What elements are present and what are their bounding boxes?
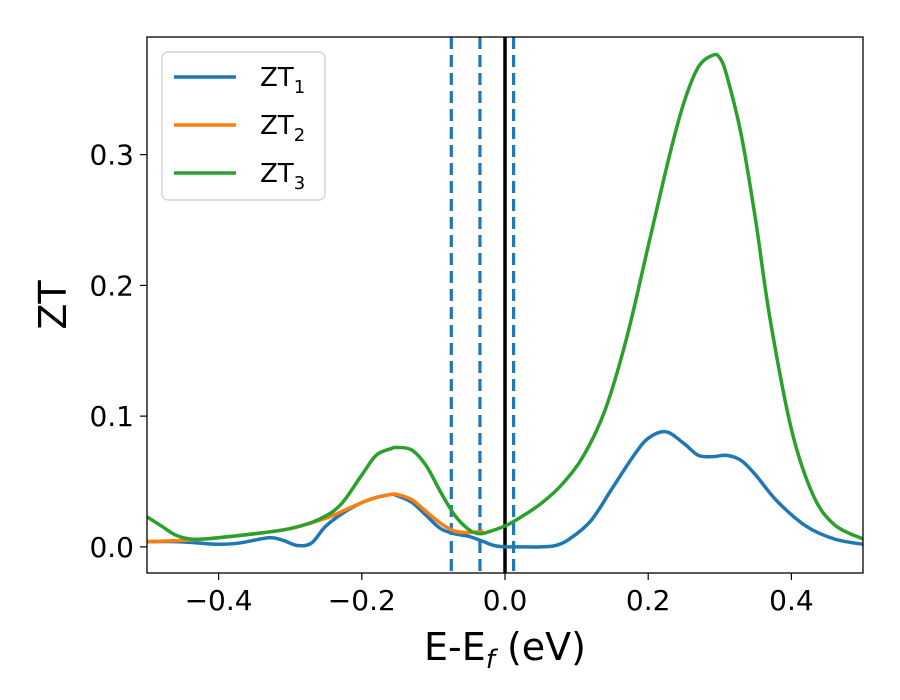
x-tick-label: 0.0 bbox=[483, 584, 528, 617]
y-tick-label: 0.1 bbox=[89, 400, 134, 433]
series-line-zt1 bbox=[147, 429, 863, 549]
legend-label-zt1: ZT1 bbox=[260, 63, 305, 98]
y-tick-label: 0.2 bbox=[89, 269, 134, 302]
legend: ZT1 ZT2 ZT3 bbox=[161, 51, 326, 201]
y-tick-label: 0.0 bbox=[89, 531, 134, 564]
x-axis-ticks: −0.4 −0.2 0.0 0.2 0.4 bbox=[185, 573, 814, 617]
y-axis-label: ZT bbox=[31, 280, 75, 330]
x-tick-label: −0.2 bbox=[328, 584, 396, 617]
x-tick-label: 0.2 bbox=[626, 584, 671, 617]
x-tick-label: −0.4 bbox=[185, 584, 253, 617]
y-tick-label: 0.3 bbox=[89, 139, 134, 172]
x-tick-label: 0.4 bbox=[769, 584, 814, 617]
series-line-zt3 bbox=[147, 52, 863, 542]
legend-label-zt3: ZT3 bbox=[260, 159, 305, 194]
x-axis-label: E-Ef (eV) bbox=[424, 625, 586, 675]
legend-label-zt2: ZT2 bbox=[260, 111, 305, 146]
legend-box bbox=[161, 51, 326, 201]
y-axis-ticks: 0.0 0.1 0.2 0.3 bbox=[89, 139, 147, 564]
reference-lines bbox=[449, 37, 516, 573]
series-layer bbox=[147, 52, 863, 549]
